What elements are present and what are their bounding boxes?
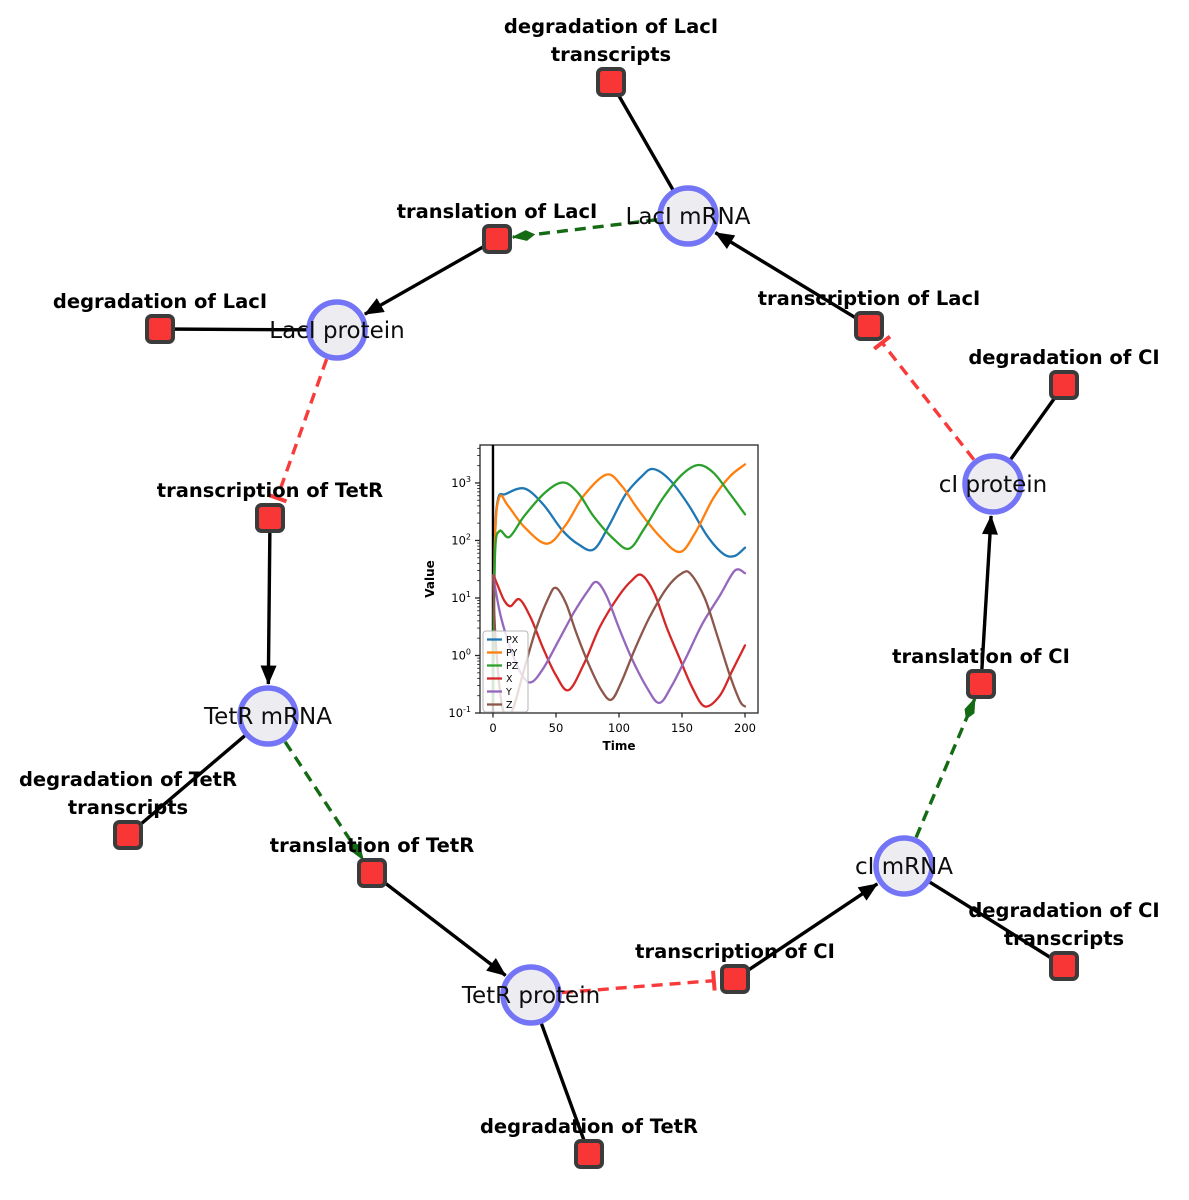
x-tick-label: 50	[549, 721, 564, 735]
reaction-node-tl_ci	[966, 669, 996, 699]
reaction-label-deg_ci_tx-line1: degradation of CI	[968, 899, 1159, 922]
species-label-ci_prot: cI protein	[939, 472, 1048, 498]
reaction-node-deg_lac_tx	[596, 67, 626, 97]
reaction-node-deg_ci	[1049, 370, 1079, 400]
edge-production-tc_tet-tet_mrna	[260, 531, 277, 685]
edge-production-tl_tet-tet_prot	[382, 880, 507, 977]
node-labels: degradation of LacI transcripts translatio…	[19, 15, 1160, 1138]
edge-inhibition-ci_prot-tc_lac	[873, 334, 976, 461]
edge-degradation-tet_mrna-deg_tet_tx	[126, 734, 247, 837]
reaction-label-deg_tet_tx-line1: degradation of TetR	[19, 768, 237, 791]
species-node-lac_mrna	[657, 185, 719, 247]
reaction-label-deg_lac: degradation of LacI	[53, 290, 267, 313]
reaction-node-deg_lac	[145, 314, 175, 344]
edge-production-tl_ci-ci_prot	[980, 515, 998, 671]
species-label-lac_mrna: LacI mRNA	[626, 204, 751, 230]
species-node-ci_prot	[962, 453, 1024, 515]
species-label-tet_mrna: TetR mRNA	[203, 704, 332, 730]
species-nodes	[237, 185, 1024, 1026]
x-tick-label: 0	[489, 721, 496, 735]
edge-degradation-tet_prot-deg_tet	[539, 1022, 591, 1155]
reaction-label-deg_lac_tx-line2: transcripts	[551, 43, 671, 66]
legend-label-PZ: PZ	[506, 661, 519, 672]
y-tick-label: 102	[451, 532, 471, 547]
edge-inhibition-lac_prot-tc_tet	[267, 358, 329, 504]
x-tick-label: 200	[734, 721, 756, 735]
series-line-PY	[491, 463, 747, 705]
reaction-node-deg_tet_tx	[113, 820, 143, 850]
reaction-label-deg_ci_tx-line2: transcripts	[1004, 927, 1124, 950]
edge-degradation-lac_mrna-deg_lac_tx	[609, 81, 675, 191]
edge-degradation-lac_prot-deg_lac	[159, 327, 308, 332]
edge-activation-lac_mrna-tl_lac	[511, 218, 658, 241]
edge-production-tc_lac-lac_mrna	[714, 231, 858, 321]
reaction-node-deg_ci_tx	[1049, 951, 1079, 981]
legend-label-X: X	[506, 674, 513, 685]
reaction-label-deg_lac_tx-line1: degradation of LacI	[504, 15, 718, 38]
reaction-label-deg_ci: degradation of CI	[968, 346, 1159, 369]
legend-label-Y: Y	[505, 687, 512, 698]
species-node-tet_mrna	[237, 685, 299, 747]
legend-label-Z: Z	[506, 700, 513, 711]
edge-production-tc_ci-ci_mrna	[745, 882, 879, 973]
reaction-label-tl_lac: translation of LacI	[397, 200, 598, 223]
x-axis-title: Time	[603, 739, 636, 753]
reaction-node-tl_tet	[357, 858, 387, 888]
reaction-node-tc_lac	[854, 311, 884, 341]
series-line-X	[492, 573, 747, 708]
species-node-ci_mrna	[873, 835, 935, 897]
y-tick-label: 10-1	[448, 705, 471, 720]
chart-legend: PX PY PZ XYZ	[482, 630, 529, 713]
reaction-node-tc_tet	[255, 503, 285, 533]
reaction-label-tl_tet: translation of TetR	[270, 834, 474, 857]
reaction-label-tc_tet: transcription of TetR	[157, 479, 383, 502]
reaction-node-tl_lac	[482, 224, 512, 254]
reaction-node-tc_ci	[720, 964, 750, 994]
edge-inhibition-tet_prot-tc_ci	[561, 970, 717, 995]
edge-production-tl_lac-lac_prot	[363, 244, 486, 316]
reaction-node-deg_tet	[574, 1139, 604, 1169]
reaction-label-deg_tet_tx-line2: transcripts	[68, 796, 188, 819]
species-node-tet_prot	[500, 964, 562, 1026]
reaction-label-deg_tet: degradation of TetR	[480, 1115, 698, 1138]
reaction-label-tc_lac: transcription of LacI	[758, 287, 981, 310]
y-tick-label: 100	[451, 647, 471, 662]
species-label-tet_prot: TetR protein	[461, 983, 600, 1009]
x-tick-label: 100	[608, 721, 630, 735]
reaction-nodes	[113, 67, 1079, 1169]
edge-activation-tet_mrna-tl_tet	[283, 740, 365, 861]
y-axis-title: Value	[423, 560, 437, 598]
species-label-lac_prot: LacI protein	[269, 318, 404, 344]
edge-activation-ci_mrna-tl_ci	[914, 697, 977, 839]
edges	[126, 81, 1066, 1155]
inset-chart: 0 50 100 150 20010-1100101102103TimeValuePXP…	[423, 433, 778, 771]
y-tick-label: 103	[451, 475, 471, 490]
reaction-label-tc_ci: transcription of CI	[635, 940, 835, 963]
edge-degradation-ci_mrna-deg_ci_tx	[928, 880, 1065, 968]
legend-label-PY: PY	[506, 648, 518, 659]
reaction-label-tl_ci: translation of CI	[892, 645, 1070, 668]
y-tick-label: 101	[451, 590, 471, 605]
species-node-lac_prot	[306, 299, 368, 361]
legend-label-PX: PX	[506, 635, 519, 646]
species-label-ci_mrna: cI mRNA	[855, 854, 953, 880]
series-line-PZ	[491, 463, 747, 705]
x-tick-label: 150	[671, 721, 693, 735]
